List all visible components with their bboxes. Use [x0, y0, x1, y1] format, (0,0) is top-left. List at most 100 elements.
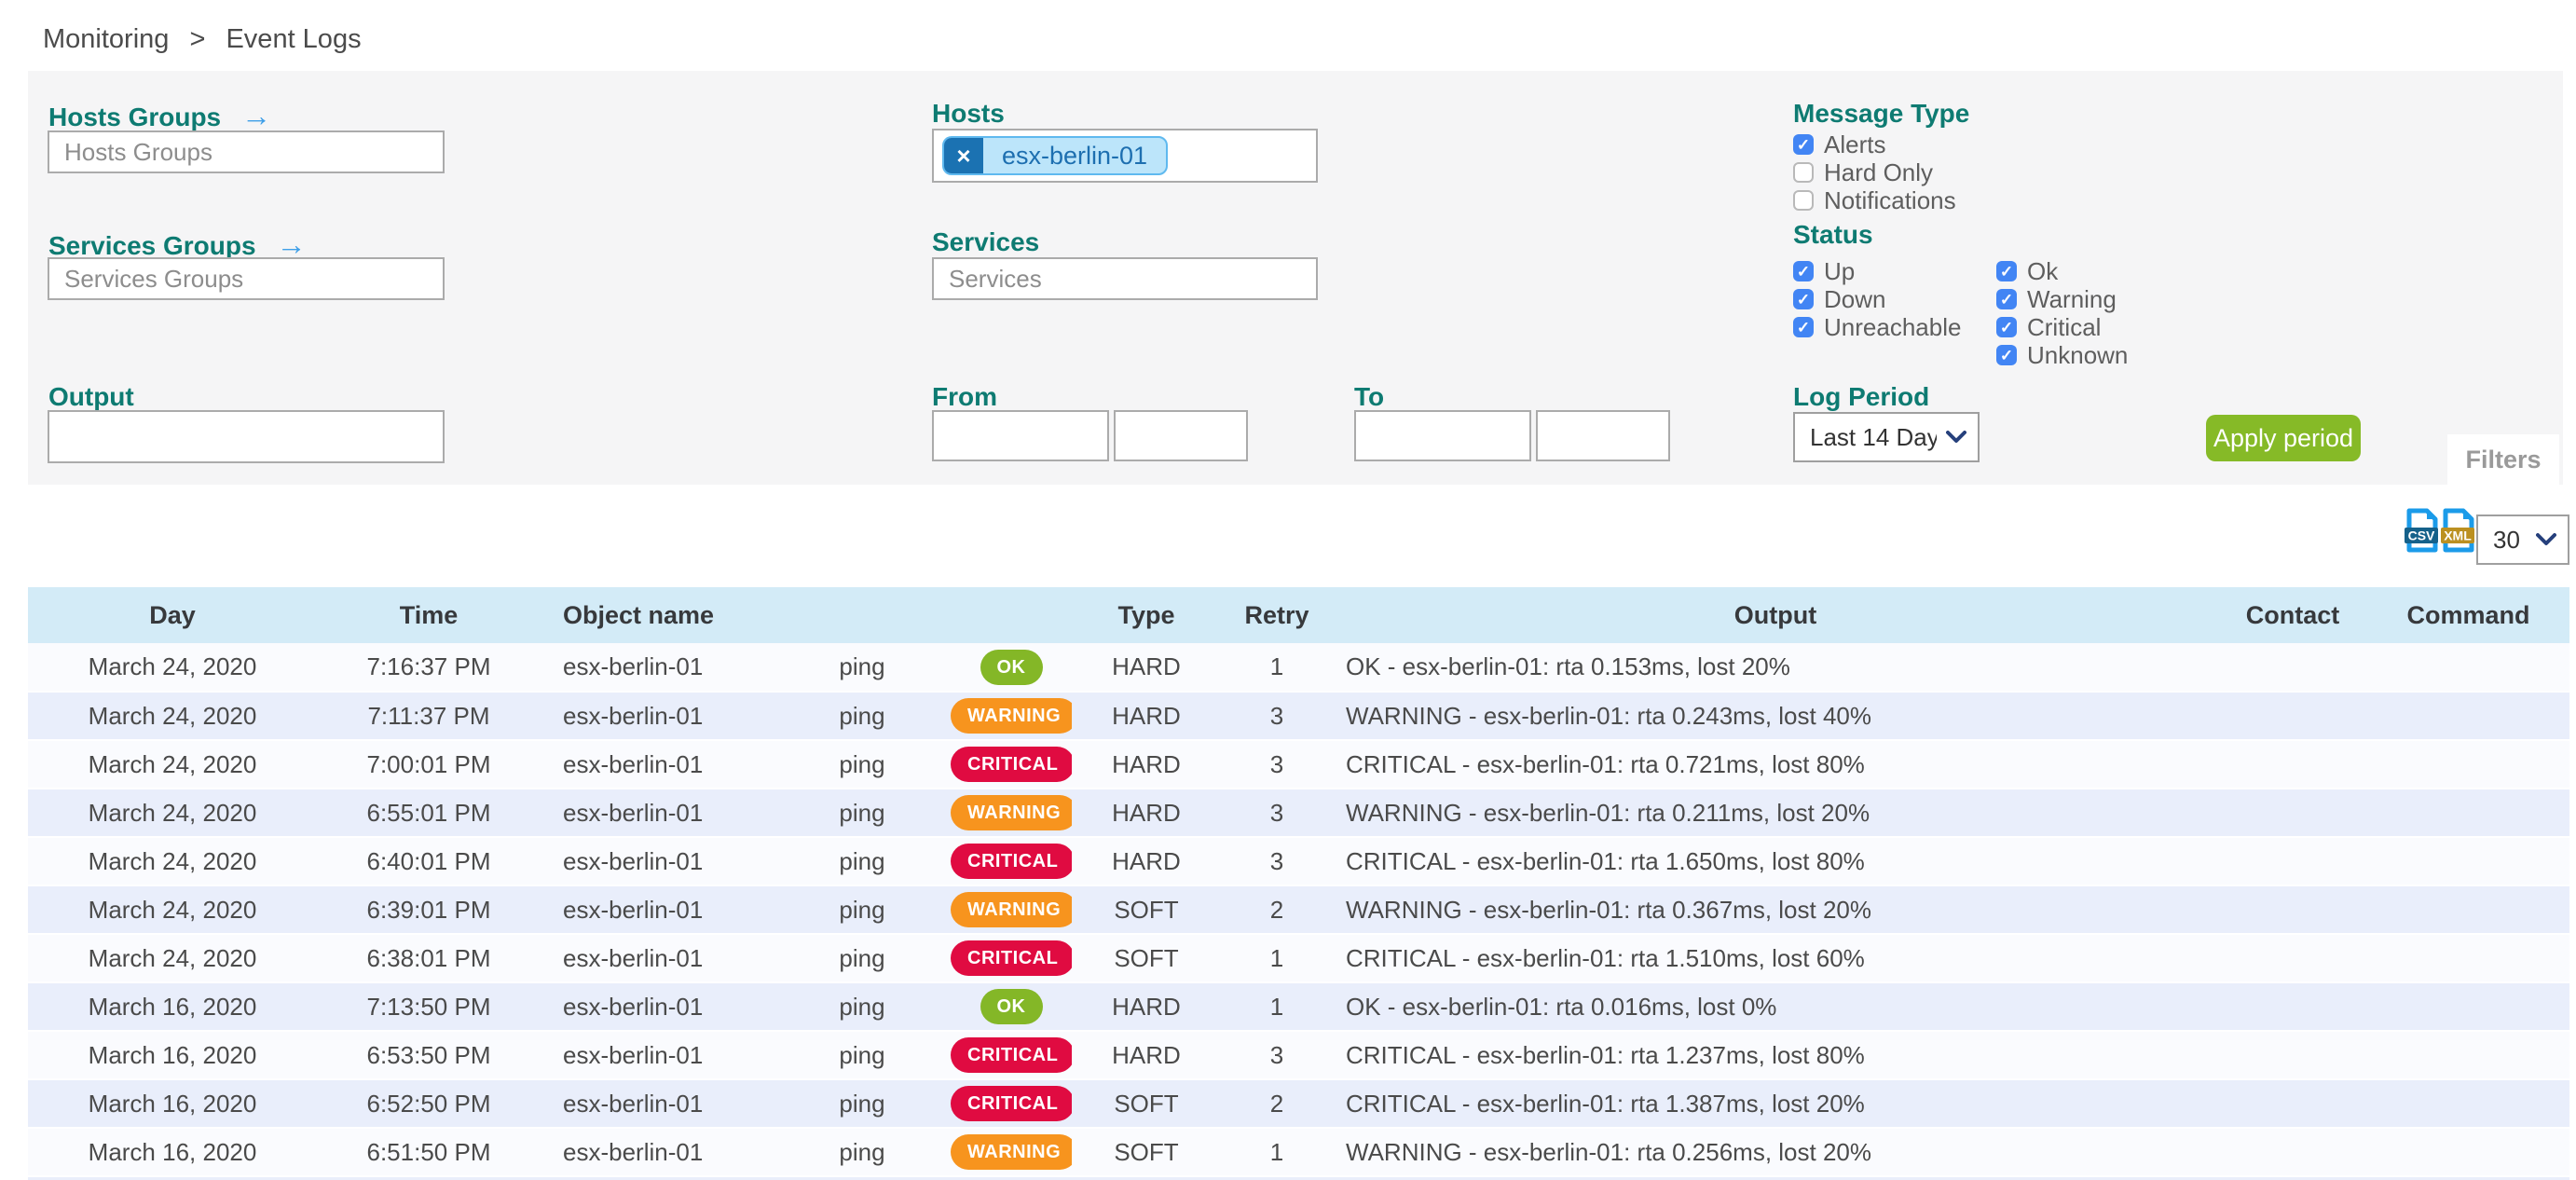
checkbox[interactable] — [1996, 289, 2017, 309]
status-badge: OK — [980, 989, 1043, 1024]
cell-status: OK — [951, 982, 1072, 1032]
checkbox-label: Critical — [2027, 312, 2102, 341]
hosts-groups-input[interactable] — [48, 130, 445, 173]
cell-time: 7:16:37 PM — [317, 643, 541, 693]
checkbox[interactable] — [1793, 134, 1814, 155]
chip-label: esx-berlin-01 — [1002, 141, 1148, 170]
status-badge: CRITICAL — [951, 1086, 1072, 1121]
cell-service: ping — [774, 1079, 951, 1129]
to-time-input[interactable] — [1536, 410, 1670, 461]
hosts-groups-arrow-icon[interactable]: → — [241, 99, 272, 132]
cell-type: HARD — [1072, 692, 1221, 741]
from-label: From — [932, 382, 997, 411]
cell-command — [2367, 1079, 2569, 1129]
checkbox-label: Unreachable — [1824, 312, 1962, 341]
cell-type: SOFT — [1072, 885, 1221, 935]
cell-type: HARD — [1072, 643, 1221, 693]
apply-period-button[interactable]: Apply period — [2206, 415, 2361, 461]
checkbox[interactable] — [1793, 190, 1814, 211]
hosts-input[interactable]: × esx-berlin-01 — [932, 129, 1318, 183]
cell-day: March 24, 2020 — [28, 643, 317, 693]
checkbox[interactable] — [1996, 317, 2017, 337]
cell-object: esx-berlin-01 — [541, 789, 774, 838]
cell-command — [2367, 885, 2569, 935]
table-row: March 24, 2020 7:11:37 PM esx-berlin-01 pin… — [28, 692, 2569, 741]
status-badge: CRITICAL — [951, 747, 1072, 782]
cell-day: March 24, 2020 — [28, 740, 317, 789]
breadcrumb-monitoring[interactable]: Monitoring — [43, 24, 170, 54]
cell-retry: 1 — [1221, 982, 1333, 1032]
cell-type: SOFT — [1072, 1079, 1221, 1129]
breadcrumb-event-logs[interactable]: Event Logs — [226, 24, 362, 54]
cell-time: 6:39:01 PM — [317, 885, 541, 935]
checkbox-row-unknown: Unknown — [1996, 341, 2128, 369]
cell-command — [2367, 692, 2569, 741]
checkbox[interactable] — [1793, 289, 1814, 309]
column-header-retry: Retry — [1221, 587, 1333, 643]
cell-retry: 1 — [1221, 934, 1333, 983]
services-input[interactable] — [932, 257, 1318, 300]
table-row: March 16, 2020 6:52:50 PM esx-berlin-01 pin… — [28, 1079, 2569, 1129]
cell-command — [2367, 1128, 2569, 1177]
cell-type: HARD — [1072, 789, 1221, 838]
services-groups-input[interactable] — [48, 257, 445, 300]
export-csv-icon[interactable]: CSV — [2405, 508, 2438, 557]
status-badge: CRITICAL — [951, 1037, 1072, 1073]
cell-time: 6:52:50 PM — [317, 1079, 541, 1129]
services-groups-arrow-icon[interactable]: → — [276, 227, 307, 261]
cell-day: March 24, 2020 — [28, 934, 317, 983]
cell-time: 6:51:50 PM — [317, 1128, 541, 1177]
checkbox-row-down: Down — [1793, 285, 1961, 313]
checkbox[interactable] — [1793, 261, 1814, 281]
log-period-select[interactable]: Last 14 Days — [1795, 414, 1978, 460]
cell-retry: 1 — [1221, 1128, 1333, 1177]
output-input[interactable] — [48, 410, 445, 463]
table-row: March 24, 2020 6:39:01 PM esx-berlin-01 pin… — [28, 885, 2569, 935]
cell-contact — [2218, 885, 2367, 935]
message-type-label: Message Type — [1793, 99, 1970, 128]
cell-time: 7:13:50 PM — [317, 982, 541, 1032]
to-date-input[interactable] — [1354, 410, 1531, 461]
column-header-contact: Contact — [2218, 587, 2367, 643]
cell-time: 6:55:01 PM — [317, 789, 541, 838]
cell-day: March 16, 2020 — [28, 1079, 317, 1129]
from-date-input[interactable] — [932, 410, 1109, 461]
checkbox[interactable] — [1793, 162, 1814, 183]
table-row: March 16, 2020 7:13:50 PM esx-berlin-01 pin… — [28, 982, 2569, 1032]
cell-service: ping — [774, 643, 951, 693]
cell-object: esx-berlin-01 — [541, 1031, 774, 1080]
export-xml-icon[interactable]: XML — [2441, 508, 2474, 557]
checkbox-label: Hard Only — [1824, 158, 1934, 186]
checkbox[interactable] — [1996, 345, 2017, 365]
cell-object: esx-berlin-01 — [541, 982, 774, 1032]
cell-service: ping — [774, 934, 951, 983]
checkbox-label: Alerts — [1824, 130, 1886, 158]
cell-status: WARNING — [951, 885, 1072, 935]
cell-type: SOFT — [1072, 934, 1221, 983]
status-label: Status — [1793, 220, 1873, 249]
checkbox-label: Ok — [2027, 256, 2059, 285]
cell-object: esx-berlin-01 — [541, 643, 774, 693]
column-header-object-name: Object name — [541, 587, 774, 643]
table-row: March 16, 2020 6:53:50 PM esx-berlin-01 pin… — [28, 1031, 2569, 1080]
cell-status: CRITICAL — [951, 740, 1072, 789]
chip-remove-icon[interactable]: × — [944, 138, 983, 173]
status-badge: WARNING — [951, 892, 1072, 927]
checkbox-row-warning: Warning — [1996, 285, 2128, 313]
cell-time: 6:38:01 PM — [317, 934, 541, 983]
status-badge: WARNING — [951, 795, 1072, 830]
checkbox[interactable] — [1793, 317, 1814, 337]
host-chip: × esx-berlin-01 — [942, 136, 1169, 175]
rows-per-page-select[interactable]: 30 — [2478, 516, 2568, 563]
cell-object: esx-berlin-01 — [541, 934, 774, 983]
cell-day: March 24, 2020 — [28, 837, 317, 886]
filters-tab[interactable]: Filters — [2447, 434, 2559, 485]
checkbox-row-up: Up — [1793, 257, 1961, 285]
cell-contact — [2218, 740, 2367, 789]
rows-per-page-select-wrap: 30 — [2476, 515, 2569, 565]
checkbox-label: Down — [1824, 284, 1886, 313]
checkbox[interactable] — [1996, 261, 2017, 281]
from-time-input[interactable] — [1114, 410, 1248, 461]
cell-command — [2367, 837, 2569, 886]
checkbox-row-critical: Critical — [1996, 313, 2128, 341]
